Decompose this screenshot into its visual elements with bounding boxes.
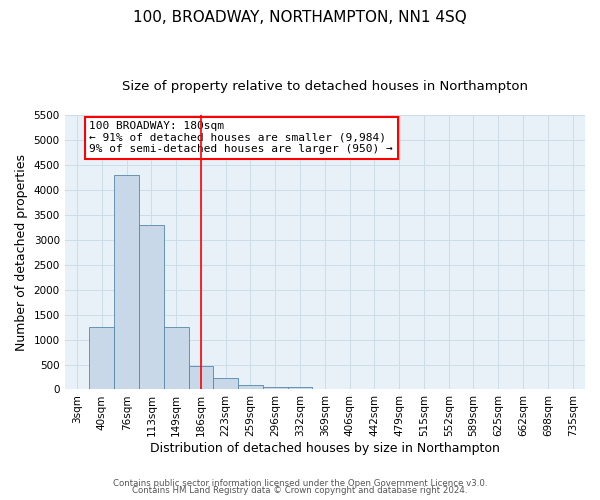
Bar [214,378,238,390]
Bar [164,327,188,390]
Bar [139,225,164,390]
Bar [188,366,214,390]
Bar [114,175,139,390]
Text: 100 BROADWAY: 180sqm
← 91% of detached houses are smaller (9,984)
9% of semi-det: 100 BROADWAY: 180sqm ← 91% of detached h… [89,121,393,154]
Text: Contains HM Land Registry data © Crown copyright and database right 2024.: Contains HM Land Registry data © Crown c… [132,486,468,495]
Bar [238,385,263,390]
Bar [263,387,287,390]
Bar [89,327,114,390]
Text: 100, BROADWAY, NORTHAMPTON, NN1 4SQ: 100, BROADWAY, NORTHAMPTON, NN1 4SQ [133,10,467,25]
Title: Size of property relative to detached houses in Northampton: Size of property relative to detached ho… [122,80,528,93]
X-axis label: Distribution of detached houses by size in Northampton: Distribution of detached houses by size … [150,442,500,455]
Y-axis label: Number of detached properties: Number of detached properties [15,154,28,350]
Bar [287,387,313,390]
Text: Contains public sector information licensed under the Open Government Licence v3: Contains public sector information licen… [113,478,487,488]
